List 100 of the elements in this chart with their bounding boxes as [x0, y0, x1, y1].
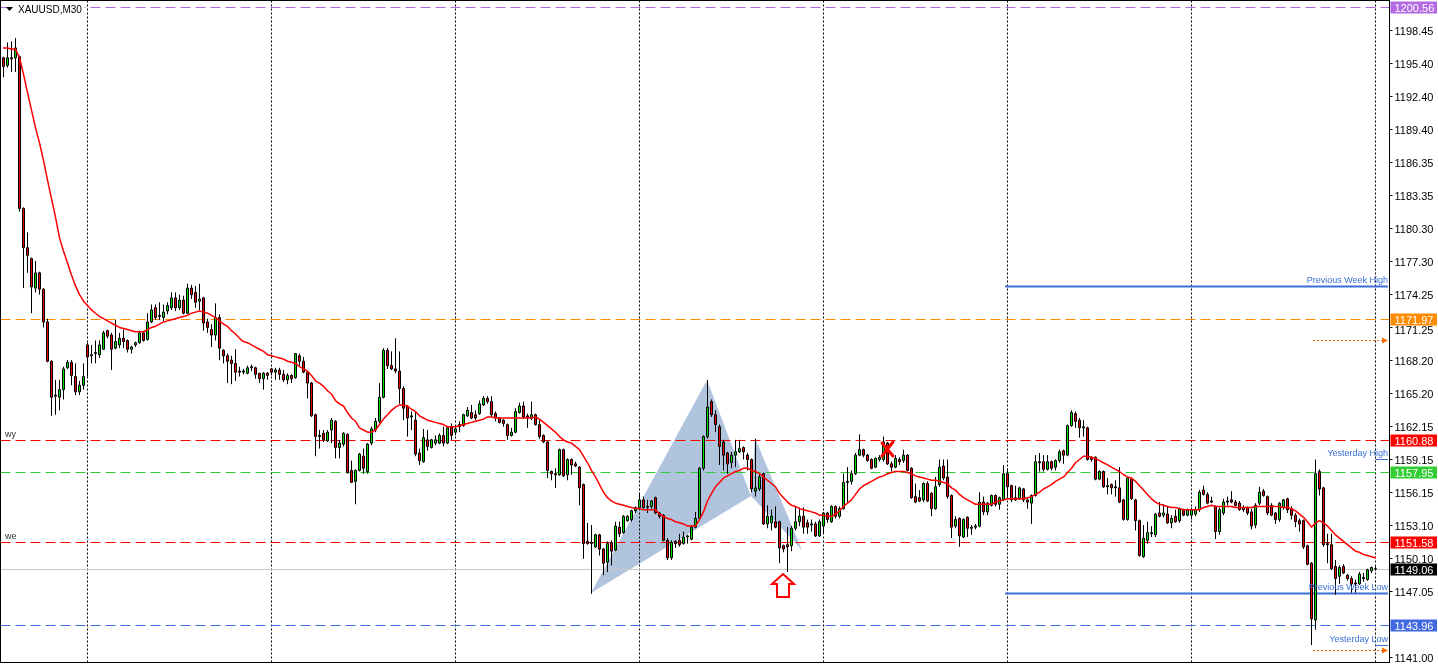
candlestick: [966, 515, 969, 538]
annotation: Yesterday High: [1327, 447, 1388, 458]
candlestick: [366, 442, 369, 475]
candlestick: [1166, 505, 1169, 525]
candlestick: [1142, 524, 1145, 559]
candlestick: [246, 365, 249, 375]
y-tick-label: 1195.40: [1394, 57, 1434, 70]
y-tick-label: 1147.05: [1394, 585, 1434, 598]
candlestick: [762, 472, 765, 526]
candlestick: [1254, 502, 1257, 529]
y-tick-label: 1192.40: [1394, 90, 1434, 103]
candlestick: [1034, 454, 1037, 498]
candlestick: [646, 499, 649, 514]
candlestick: [1018, 486, 1021, 501]
candlestick: [194, 285, 197, 309]
candlestick: [10, 40, 13, 73]
candlestick: [170, 291, 173, 311]
candlestick: [94, 340, 97, 364]
candlestick: [1094, 455, 1097, 481]
chart-title: XAUUSD,M30: [18, 4, 83, 15]
candlestick: [1258, 486, 1261, 506]
candlestick: [226, 353, 229, 384]
y-tick-label: 1141.00: [1394, 651, 1434, 664]
annotation: we: [4, 530, 17, 541]
candlestick: [514, 407, 517, 434]
candlestick: [642, 496, 645, 510]
candlestick: [450, 422, 453, 441]
candlestick: [154, 303, 157, 321]
ref-line-label: 1200.56: [1394, 1, 1435, 14]
y-tick-label: 1165.20: [1394, 387, 1434, 400]
candlestick: [1186, 508, 1189, 517]
candlestick: [478, 400, 481, 416]
candlestick: [274, 367, 277, 381]
y-tick-label: 1189.40: [1394, 123, 1434, 136]
candlestick: [502, 418, 505, 428]
candlestick: [670, 539, 673, 561]
candlestick: [74, 362, 77, 396]
candlestick: [1230, 490, 1233, 504]
candlestick: [1362, 572, 1365, 583]
candlestick: [734, 439, 737, 468]
y-tick-label: 1198.45: [1394, 24, 1434, 37]
candlestick: [606, 540, 609, 573]
candlestick: [978, 491, 981, 528]
candlestick: [470, 404, 473, 420]
candlestick: [286, 372, 289, 385]
candlestick: [262, 371, 265, 391]
ref-line-label: 1171.97: [1394, 313, 1434, 326]
candlestick: [1126, 476, 1129, 522]
candlestick: [1366, 568, 1369, 582]
candlestick: [682, 531, 685, 546]
y-tick-label: 1162.15: [1394, 420, 1434, 433]
candlestick: [1214, 504, 1217, 540]
candlestick: [178, 294, 181, 311]
annotation: Yesterday Low: [1329, 633, 1389, 644]
candlestick: [922, 481, 925, 503]
annotation: wy: [4, 428, 17, 439]
candlestick: [770, 509, 773, 531]
y-tick-label: 1156.15: [1394, 486, 1434, 499]
candlestick: [1030, 493, 1033, 525]
candlestick: [474, 409, 477, 421]
candlestick: [958, 516, 961, 548]
candlestick: [1194, 505, 1197, 517]
candlestick: [254, 366, 257, 380]
candlestick: [158, 301, 161, 321]
candlestick: [786, 526, 789, 573]
candlestick: [650, 499, 653, 510]
candlestick: [1278, 501, 1281, 523]
candlestick: [282, 369, 285, 383]
candlestick: [294, 353, 297, 380]
candlestick: [234, 348, 237, 382]
ref-line-label: Previous Week High: [1306, 274, 1388, 285]
candlestick: [162, 303, 165, 322]
candlestick: [82, 362, 85, 391]
y-tick-label: 1171.25: [1394, 324, 1434, 336]
candlestick: [1198, 489, 1201, 513]
candlestick: [434, 434, 437, 446]
candlestick: [138, 330, 141, 345]
candlestick: [242, 368, 245, 375]
candlestick: [1210, 496, 1213, 504]
candlestick: [630, 509, 633, 523]
candlestick: [570, 457, 573, 476]
candlestick: [30, 257, 33, 314]
y-tick-label: 1183.35: [1394, 189, 1434, 202]
candlestick: [122, 329, 125, 349]
y-tick-label: 1159.15: [1394, 453, 1434, 466]
candlestick: [622, 514, 625, 535]
ref-line-label: 1143.96: [1394, 619, 1434, 632]
ref-line-label: 1160.88: [1394, 434, 1434, 447]
candlestick: [1178, 507, 1181, 524]
candlestick: [1046, 454, 1049, 471]
candlestick: [422, 428, 425, 464]
candlestick: [1266, 495, 1269, 516]
candlestick: [874, 456, 877, 469]
candlestick: [754, 438, 757, 498]
candlestick: [718, 424, 721, 466]
ref-line-label: 1157.95: [1394, 466, 1434, 479]
candlestick: [1042, 454, 1045, 473]
y-tick-label: 1150.10: [1394, 552, 1434, 565]
y-tick-label: 1177.30: [1394, 255, 1434, 268]
candlestick: [174, 291, 177, 312]
